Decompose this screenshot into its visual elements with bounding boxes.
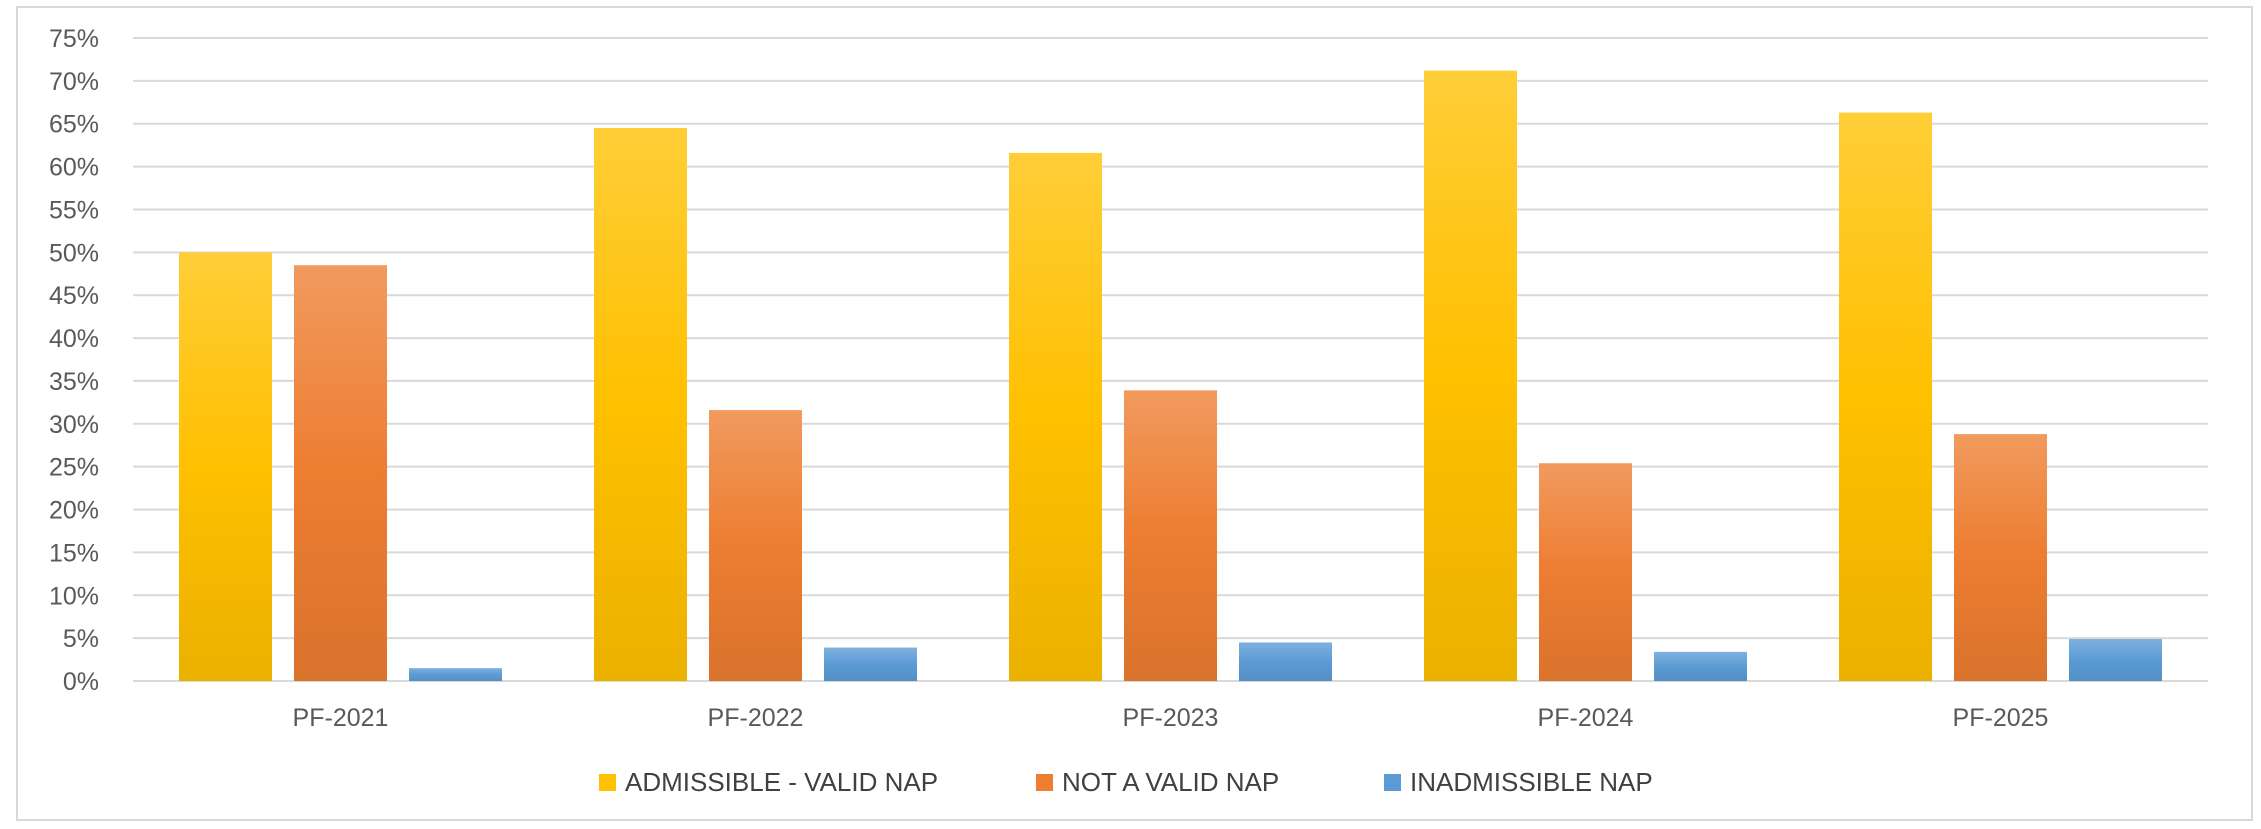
y-tick-label: 20% <box>49 497 99 525</box>
bar-pf-2023-series-2 <box>1124 390 1217 681</box>
legend-label: INADMISSIBLE NAP <box>1410 767 1653 797</box>
bar-pf-2021-series-1 <box>179 252 272 682</box>
y-tick-label: 70% <box>49 68 99 96</box>
legend-label: ADMISSIBLE - VALID NAP <box>625 767 938 797</box>
bar-pf-2022-series-3 <box>824 647 917 681</box>
legend-label: NOT A VALID NAP <box>1062 767 1279 797</box>
bar-pf-2023-series-3 <box>1239 642 1332 681</box>
y-tick-label: 25% <box>49 454 99 482</box>
y-tick-label: 45% <box>49 282 99 310</box>
y-tick-label: 75% <box>49 25 99 53</box>
bar-pf-2024-series-3 <box>1654 651 1747 681</box>
y-axis-tick-labels: 0% 5% 10% 15% 20% 25% 30% 35% 40% 45% 50% 55% 60% 65%… <box>49 25 99 696</box>
bar-pf-2025-series-3 <box>2069 638 2162 681</box>
x-axis-tick-labels: PF-2021 PF-2022 PF-2023 PF-2024 PF-2025 <box>293 704 2049 732</box>
y-tick-label: 40% <box>49 325 99 353</box>
y-tick-label: 65% <box>49 111 99 139</box>
bar-pf-2022-series-1 <box>594 128 687 681</box>
x-tick-label: PF-2021 <box>293 704 389 732</box>
legend-swatch <box>1036 774 1053 791</box>
x-tick-label: PF-2022 <box>708 704 804 732</box>
bar-pf-2022-series-2 <box>709 410 802 681</box>
bar-pf-2025-series-1 <box>1839 112 1932 681</box>
y-tick-label: 35% <box>49 368 99 396</box>
y-tick-label: 60% <box>49 154 99 182</box>
legend-swatch <box>1384 774 1401 791</box>
bar-pf-2023-series-1 <box>1009 152 1102 681</box>
y-tick-label: 5% <box>63 625 99 653</box>
y-tick-label: 15% <box>49 539 99 567</box>
bar-pf-2024-series-2 <box>1539 463 1632 681</box>
bar-pf-2021-series-3 <box>409 668 502 681</box>
y-tick-label: 30% <box>49 411 99 439</box>
y-tick-label: 50% <box>49 239 99 267</box>
y-tick-label: 55% <box>49 196 99 224</box>
y-tick-label: 0% <box>63 668 99 696</box>
legend: ADMISSIBLE - VALID NAP NOT A VALID NAP INA… <box>599 767 1653 797</box>
bar-pf-2025-series-2 <box>1954 434 2047 681</box>
bar-pf-2024-series-1 <box>1424 70 1517 681</box>
bars <box>179 70 2162 682</box>
bar-pf-2021-series-2 <box>294 265 387 681</box>
y-tick-label: 10% <box>49 582 99 610</box>
x-tick-label: PF-2023 <box>1123 704 1219 732</box>
x-tick-label: PF-2024 <box>1538 704 1634 732</box>
x-tick-label: PF-2025 <box>1953 704 2049 732</box>
legend-swatch <box>599 774 616 791</box>
